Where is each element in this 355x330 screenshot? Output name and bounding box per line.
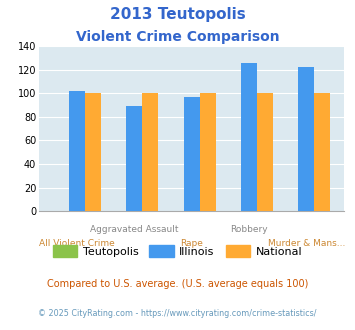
Bar (298, 67, 315, 211)
Text: Murder & Mans...: Murder & Mans... (268, 239, 345, 248)
Bar (257, 93, 273, 211)
Text: Rape: Rape (180, 239, 203, 248)
Legend: Teutopolis, Illinois, National: Teutopolis, Illinois, National (48, 240, 307, 261)
Bar (200, 93, 216, 211)
Bar (315, 93, 331, 211)
Text: 2013 Teutopolis: 2013 Teutopolis (110, 7, 245, 21)
Text: © 2025 CityRating.com - https://www.cityrating.com/crime-statistics/: © 2025 CityRating.com - https://www.city… (38, 309, 317, 317)
Text: Violent Crime Comparison: Violent Crime Comparison (76, 30, 279, 44)
Bar (241, 63, 257, 211)
Text: Compared to U.S. average. (U.S. average equals 100): Compared to U.S. average. (U.S. average … (47, 279, 308, 289)
Bar (126, 106, 142, 211)
Bar (69, 91, 85, 211)
Text: Robbery: Robbery (230, 225, 268, 234)
Text: All Violent Crime: All Violent Crime (39, 239, 115, 248)
Text: Aggravated Assault: Aggravated Assault (90, 225, 179, 234)
Bar (142, 93, 158, 211)
Bar (85, 93, 101, 211)
Bar (184, 97, 200, 211)
